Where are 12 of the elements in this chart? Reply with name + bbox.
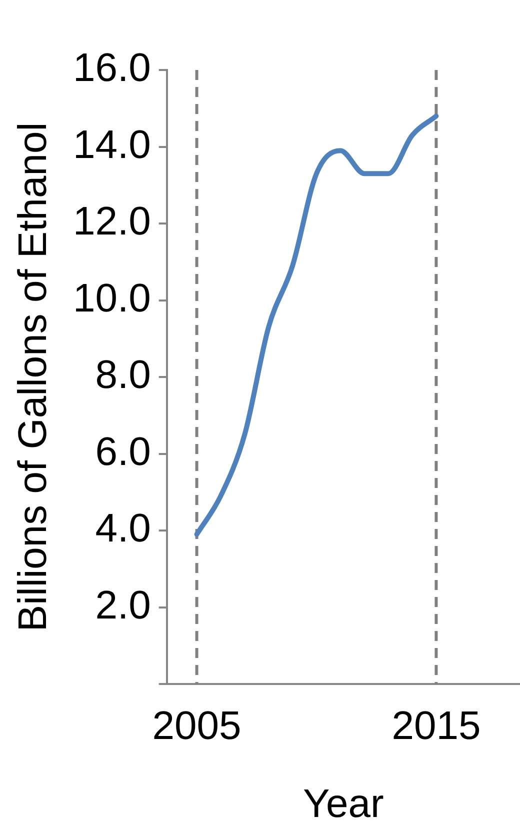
y-tick-label: 4.0 (95, 506, 151, 551)
y-tick-label: 8.0 (95, 353, 151, 398)
y-tick-label: 12.0 (72, 200, 151, 244)
y-axis-title: Billions of Gallons of Ethanol (11, 122, 56, 632)
x-tick-label: 2005 (152, 704, 242, 748)
x-axis-title: Year (303, 782, 384, 826)
x-tick-label: 2015 (392, 704, 481, 748)
y-tick-label: 14.0 (72, 122, 151, 167)
y-tick-label: 10.0 (72, 276, 151, 320)
y-tick-label: 6.0 (95, 430, 151, 474)
y-tick-label: 16.0 (72, 46, 151, 90)
y-tick-label: 2.0 (95, 583, 151, 628)
